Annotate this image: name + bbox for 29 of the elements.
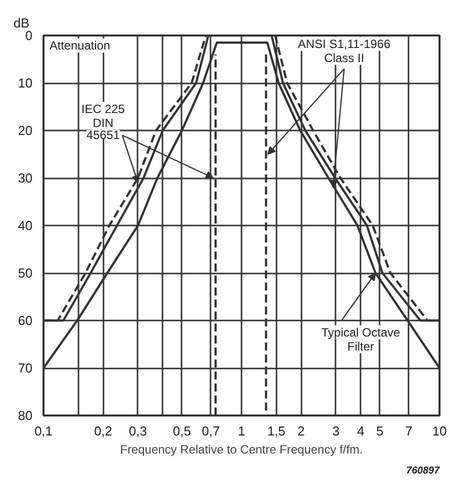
x-tick-label: 0,3: [128, 424, 148, 438]
y-tick-label: 0: [25, 28, 33, 43]
x-tick-label: 0,7: [202, 424, 220, 438]
x-axis-title: Frequency Relative to Centre Frequency f/fm.: [120, 442, 363, 456]
x-tick-label: 7: [405, 424, 412, 438]
y-tick-label: 70: [18, 360, 33, 376]
x-tick-label: 1,5: [267, 424, 286, 438]
text: 760897: [406, 466, 440, 476]
y-tick-label: 50: [18, 266, 33, 280]
annotation: Typical Octave Filter: [321, 325, 400, 354]
y-tick-label: 40: [18, 218, 33, 233]
x-tick-label: 10: [432, 424, 447, 438]
x-tick-label: 0,5: [172, 424, 191, 438]
annotation: IEC 225 DIN 45651: [81, 102, 126, 142]
y-tick-label: 80: [18, 408, 33, 423]
x-tick-label: 0,1: [34, 424, 53, 438]
x-tick-label: 3: [332, 424, 340, 438]
y-tick-label: 10: [18, 76, 33, 90]
x-tick-label: 4: [357, 424, 364, 438]
x-tick-label: 2: [297, 424, 305, 438]
x-tick-label: 1: [238, 424, 246, 438]
y-tick-label: 60: [18, 313, 33, 328]
y-tick-label: 30: [18, 170, 33, 186]
annotation: ANSI S1,11-1966 Class II: [298, 36, 391, 65]
x-tick-label: 5: [376, 424, 384, 438]
x-tick-label: 0,2: [94, 424, 112, 438]
y-axis-title: dB: [14, 16, 30, 30]
y-tick-label: 20: [18, 123, 33, 138]
annotation: Attenuation: [50, 38, 110, 52]
